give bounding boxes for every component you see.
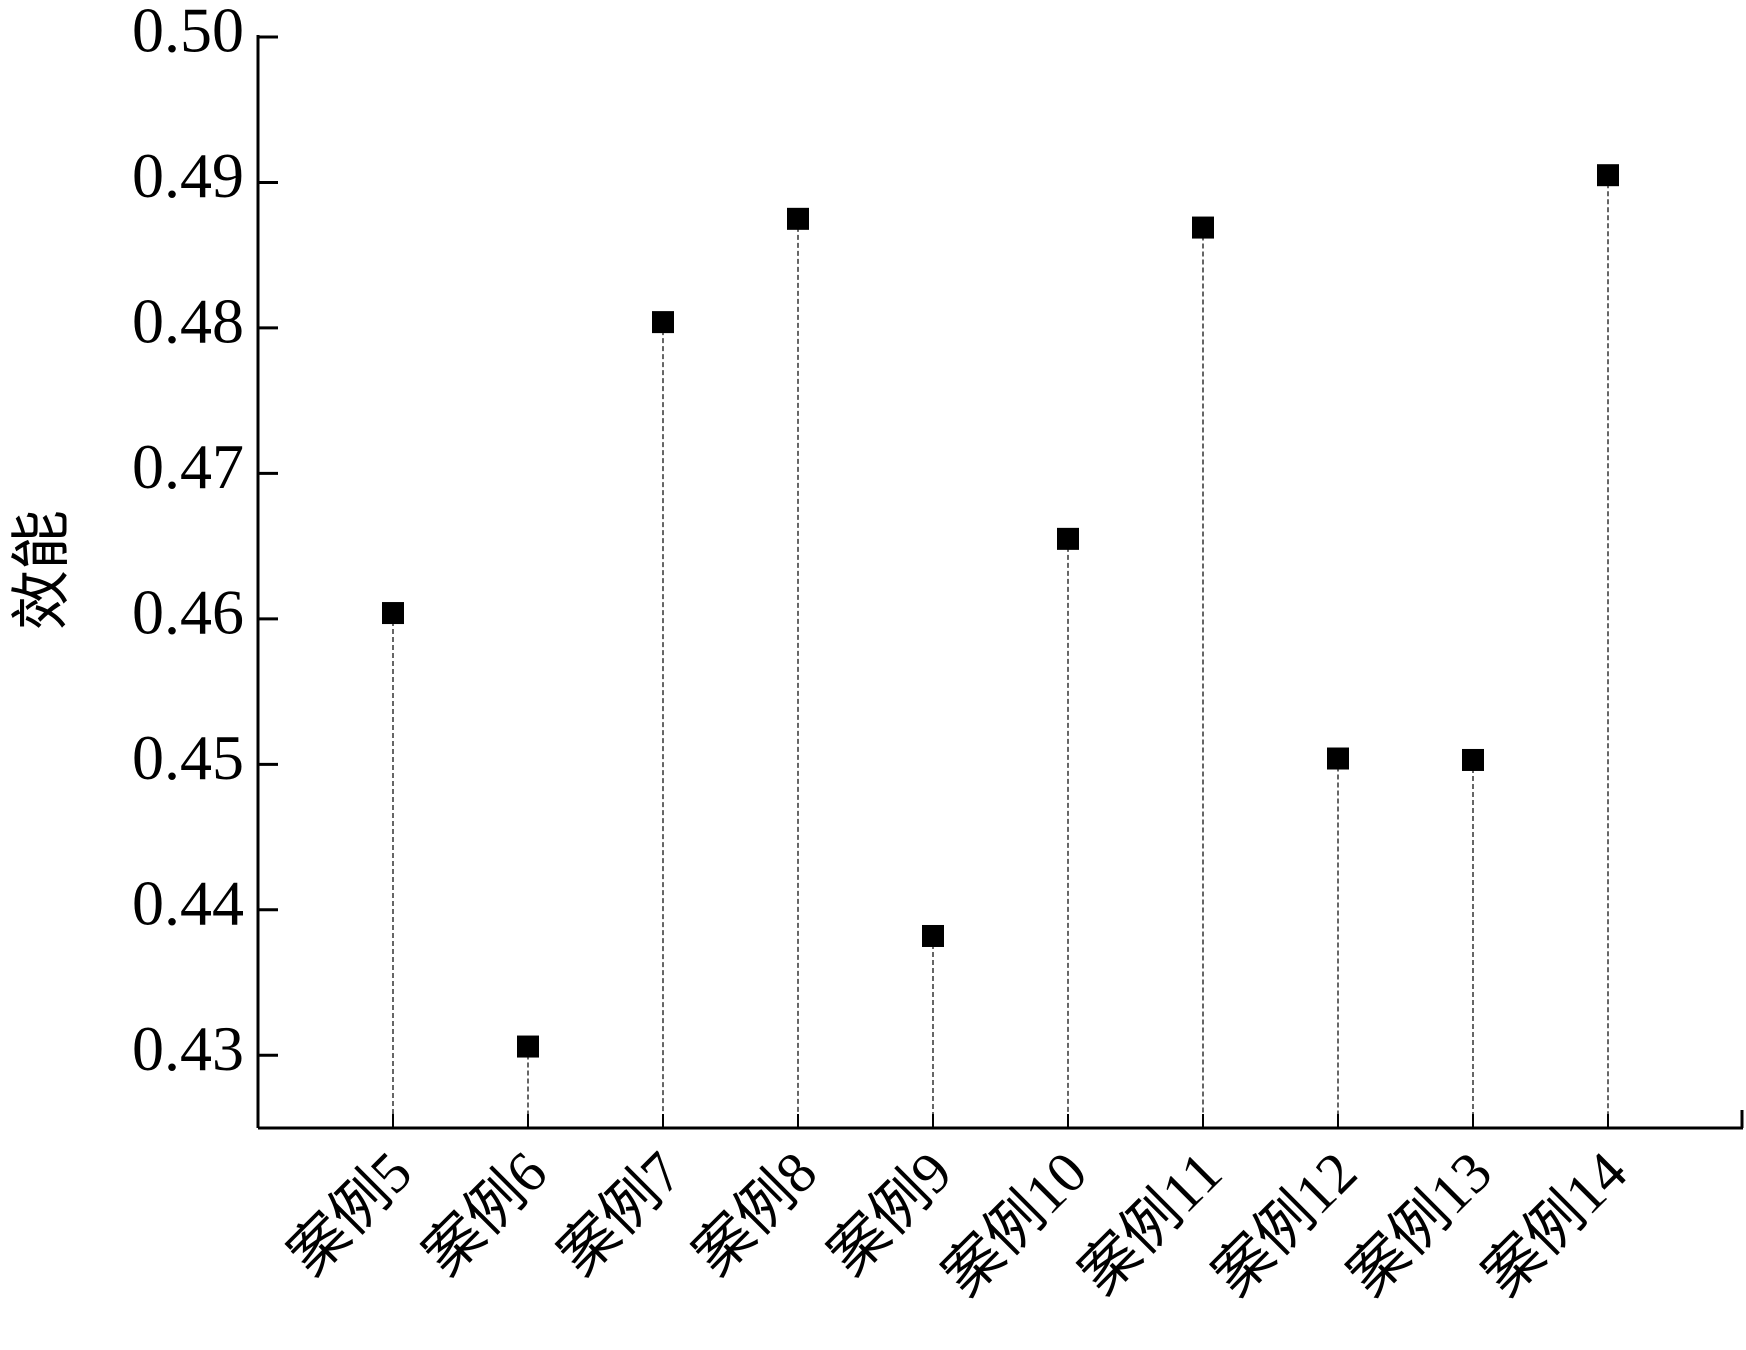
point (1462, 748, 1484, 771)
point (652, 311, 674, 334)
x-tick-label: 案例7 (546, 1139, 695, 1288)
y-tick-label: 0.46 (132, 577, 244, 648)
point (517, 1035, 539, 1058)
y-axis-label: 效能 (9, 510, 75, 630)
point (1597, 164, 1619, 187)
y-tick-label: 0.44 (132, 867, 244, 938)
point (1057, 527, 1079, 550)
point (1327, 747, 1349, 770)
x-tick-label: 案例8 (681, 1139, 830, 1288)
y-tick-label: 0.47 (132, 431, 244, 502)
y-tick-label: 0.49 (132, 140, 244, 211)
x-tick-label: 案例10 (930, 1139, 1099, 1308)
y-tick-label: 0.48 (132, 286, 244, 357)
point (922, 924, 944, 947)
point (382, 602, 404, 625)
y-tick-label: 0.50 (132, 0, 244, 66)
point (1192, 216, 1214, 239)
point (787, 207, 809, 230)
x-tick-label: 案例12 (1200, 1139, 1369, 1308)
y-tick-label: 0.45 (132, 722, 244, 793)
x-tick-label: 案例14 (1470, 1139, 1639, 1308)
y-tick-label: 0.43 (132, 1013, 244, 1084)
x-tick-label: 案例13 (1335, 1139, 1504, 1308)
x-tick-label: 案例5 (276, 1139, 425, 1288)
x-tick-label: 案例11 (1067, 1139, 1234, 1306)
x-tick-label: 案例6 (411, 1139, 560, 1288)
